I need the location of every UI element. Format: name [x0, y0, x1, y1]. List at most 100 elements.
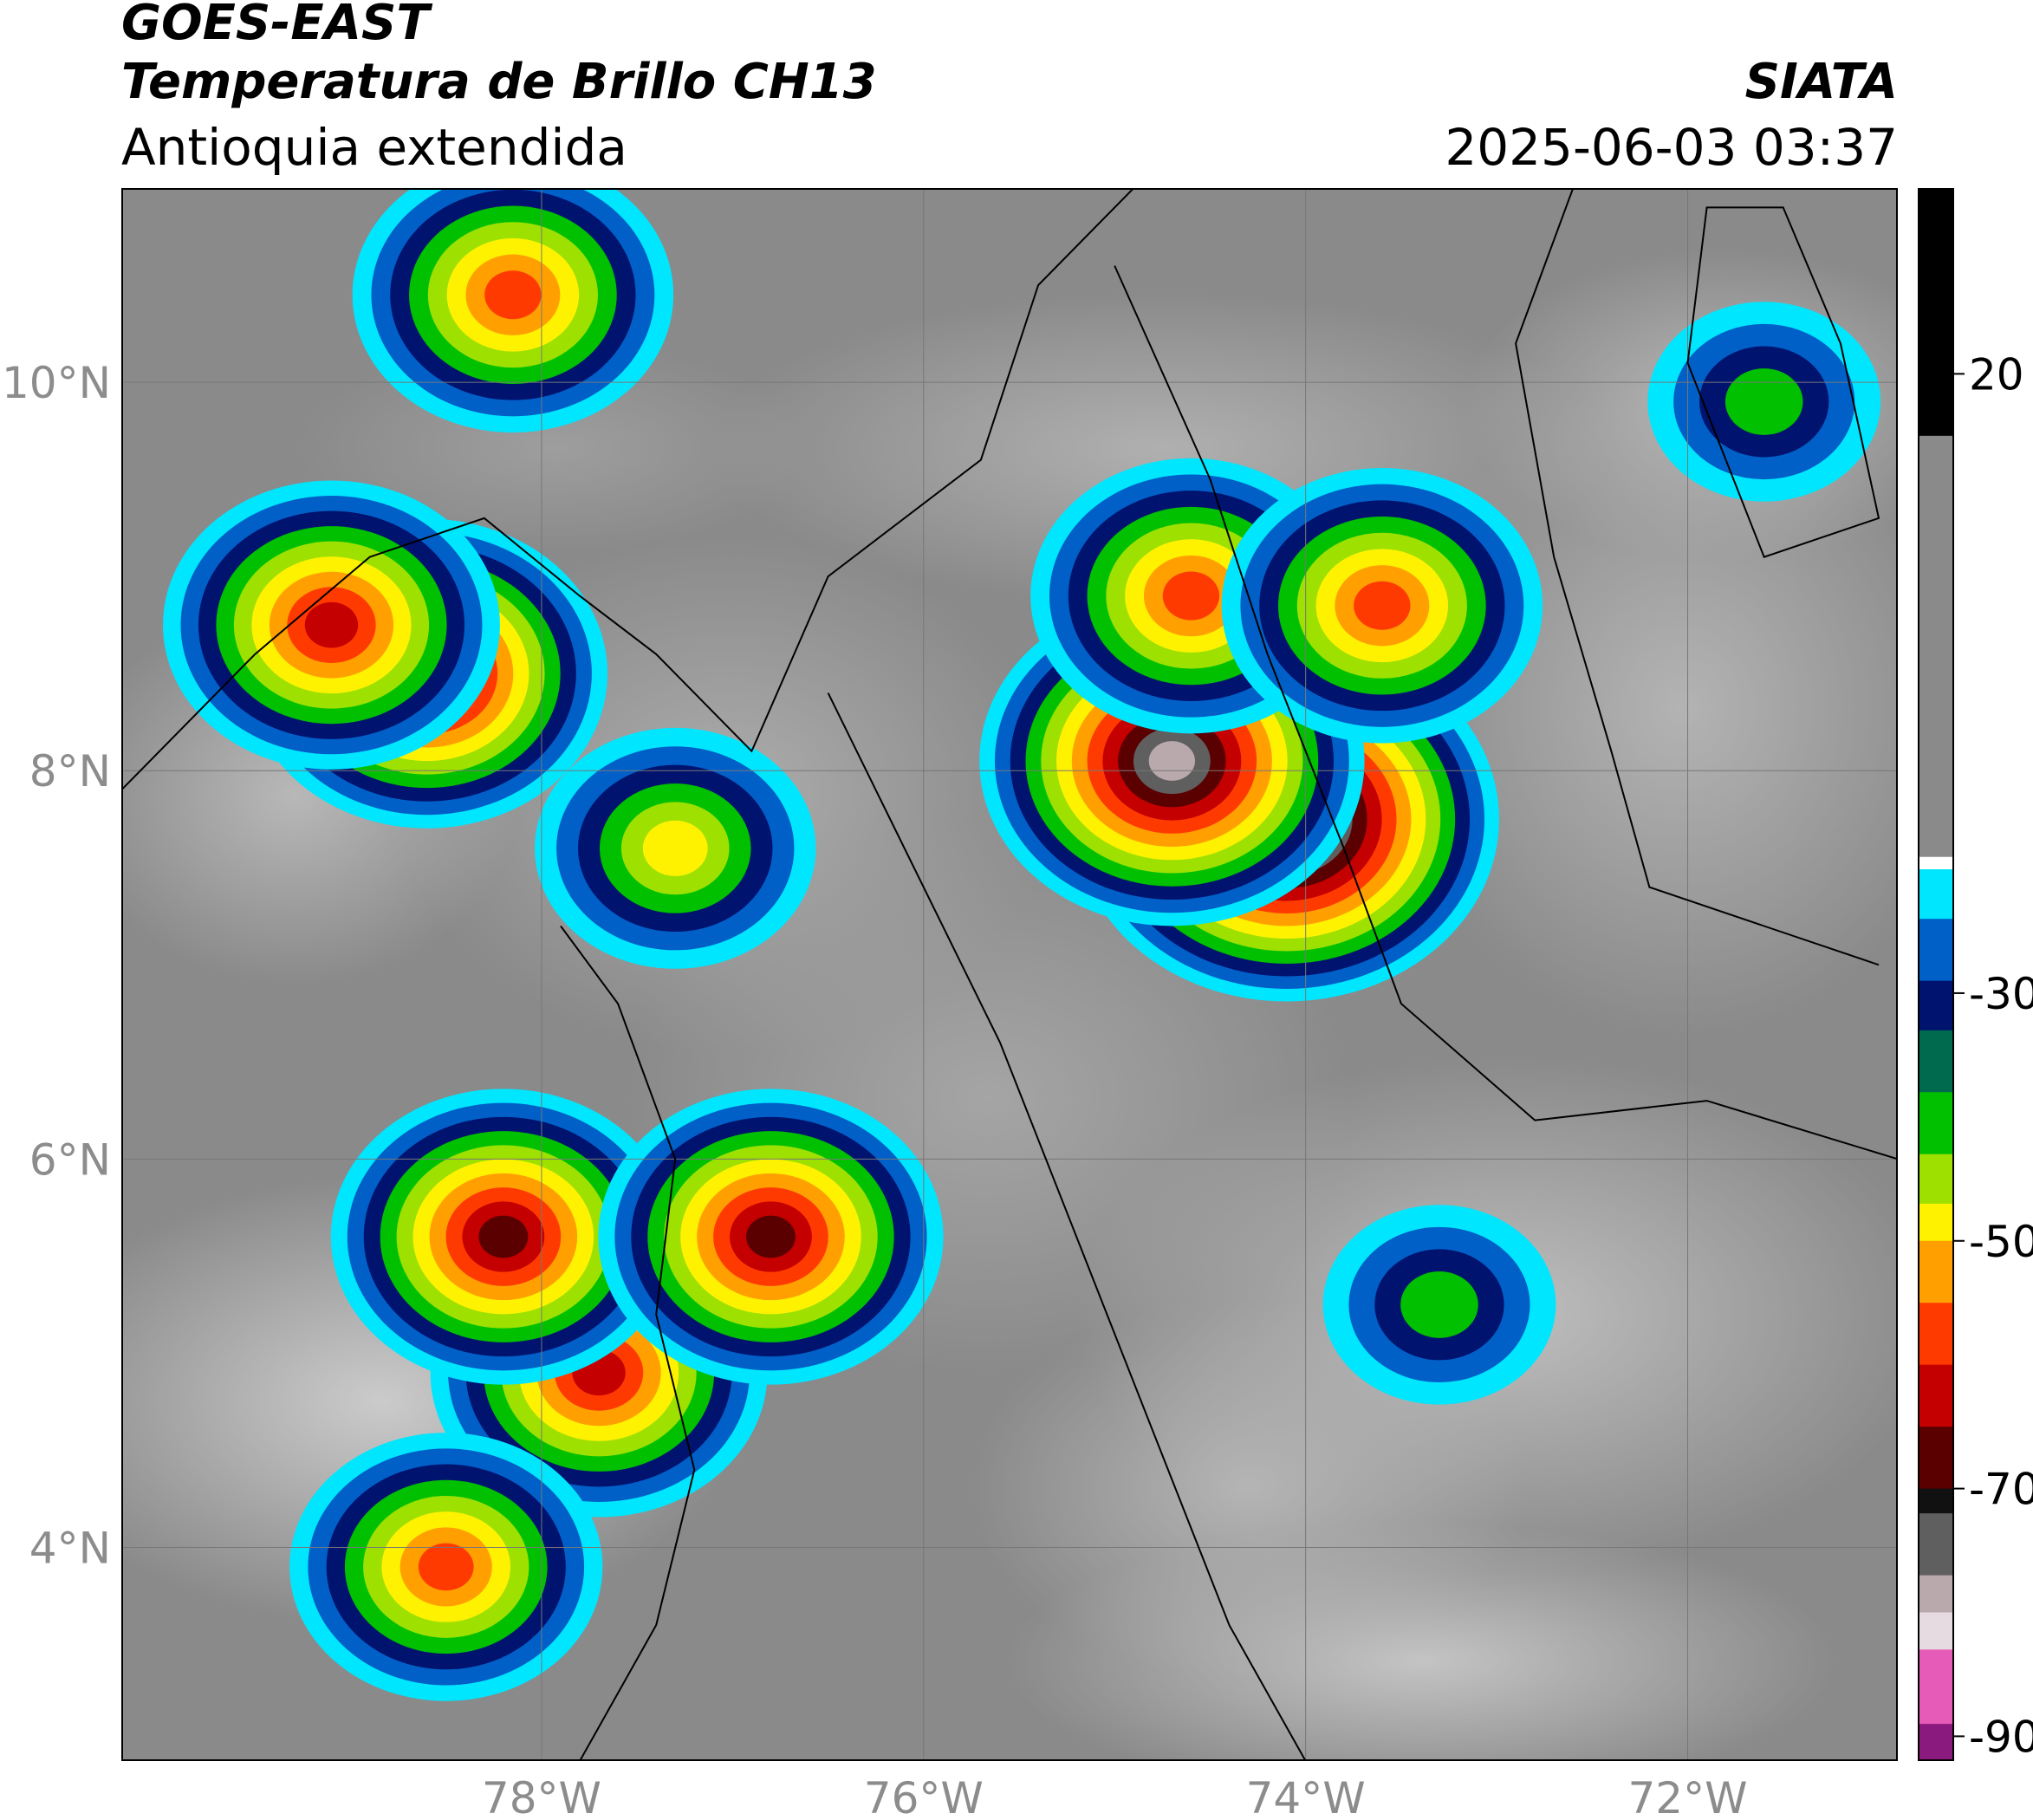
colorbar-band [1918, 484, 1954, 498]
organization-label: SIATA [1744, 54, 1898, 110]
colorbar-band [1918, 510, 1954, 523]
storm-contour-5-5 [642, 820, 708, 876]
colorbar [1918, 188, 1954, 1761]
colorbar-band [1918, 1290, 1954, 1303]
colorbar-band [1918, 1500, 1954, 1514]
colorbar-band [1918, 634, 1954, 647]
colorbar-band [1918, 1439, 1954, 1453]
colorbar-frame [1918, 188, 1954, 1761]
colorbar-band [1918, 1550, 1954, 1563]
storm-cell [598, 1089, 944, 1385]
map-panel [121, 188, 1898, 1761]
lat-tick-label: 8°N [29, 746, 111, 796]
colorbar-band [1918, 1315, 1954, 1329]
lon-tick-label: 76°W [864, 1773, 984, 1820]
colorbar-band [1918, 1575, 1954, 1589]
colorbar-band [1918, 1067, 1954, 1081]
colorbar-band [1918, 1464, 1954, 1477]
colorbar-band [1918, 1401, 1954, 1415]
colorbar-band [1918, 956, 1954, 969]
colorbar-band [1918, 1203, 1954, 1217]
colorbar-band [1918, 1216, 1954, 1230]
colorbar-tick-label: -70 [1969, 1465, 2033, 1515]
colorbar-band [1918, 1079, 1954, 1093]
colorbar-band [1918, 881, 1954, 895]
storm-cell [163, 480, 500, 770]
caribbean-coastline [121, 188, 1135, 791]
storm-cell [289, 1433, 603, 1701]
colorbar-band [1918, 782, 1954, 796]
colorbar-band [1918, 1253, 1954, 1266]
title-goes-east: GOES-EAST [121, 0, 430, 51]
colorbar-band [1918, 361, 1954, 374]
colorbar-band [1918, 299, 1954, 313]
colorbar-band [1918, 856, 1954, 870]
colorbar-band [1918, 832, 1954, 846]
colorbar-band [1918, 250, 1954, 263]
lon-tick-label: 78°W [482, 1773, 601, 1820]
colorbar-band [1918, 1055, 1954, 1069]
colorbar-band [1918, 535, 1954, 549]
colorbar-band [1918, 423, 1954, 437]
colorbar-band [1918, 1525, 1954, 1539]
colorbar-band [1918, 1711, 1954, 1725]
colorbar-band [1918, 1736, 1954, 1750]
colorbar-band [1918, 1167, 1954, 1180]
colorbar-band [1918, 1240, 1954, 1254]
colorbar-band [1918, 584, 1954, 598]
colorbar-band [1918, 559, 1954, 573]
lake-maracaibo [1686, 206, 1880, 558]
colorbar-band [1918, 1563, 1954, 1576]
colorbar-tick-label: 20 [1969, 349, 2024, 400]
colorbar-band [1918, 348, 1954, 362]
colorbar-band [1918, 398, 1954, 412]
storm-cell [1322, 1205, 1556, 1405]
colorbar-band [1918, 411, 1954, 425]
colorbar-band [1918, 200, 1954, 214]
colorbar-band [1918, 460, 1954, 474]
colorbar-band [1918, 683, 1954, 697]
colorbar-band [1918, 311, 1954, 325]
colorbar-band [1918, 745, 1954, 759]
colorbar-band [1918, 1043, 1954, 1056]
storm-contour-10-7 [1162, 571, 1220, 621]
colorbar-band [1918, 374, 1954, 387]
colorbar-band [1918, 968, 1954, 982]
colorbar-band [1918, 708, 1954, 722]
colorbar-band [1918, 1364, 1954, 1378]
lat-tick-label: 6°N [29, 1134, 111, 1185]
storm-contour-9-7 [418, 1543, 474, 1591]
colorbar-band [1918, 869, 1954, 882]
datetime-label: 2025-06-03 03:37 [1445, 118, 1898, 177]
colorbar-band [1918, 807, 1954, 821]
colorbar-band [1918, 262, 1954, 276]
colorbar-band [1918, 1327, 1954, 1341]
storm-cell [1647, 302, 1881, 502]
colorbar-band [1918, 1674, 1954, 1687]
colorbar-band [1918, 1030, 1954, 1043]
brightness-temperature-map [121, 188, 1898, 1761]
colorbar-band [1918, 1017, 1954, 1031]
colorbar-tick-label: -90 [1969, 1712, 2033, 1762]
storm-contour-4-8 [304, 601, 359, 648]
colorbar-band [1918, 1179, 1954, 1193]
colorbar-band [1918, 1265, 1954, 1279]
colorbar-band [1918, 646, 1954, 660]
colorbar-band [1918, 621, 1954, 635]
colorbar-band [1918, 1340, 1954, 1353]
colorbar-band [1918, 819, 1954, 833]
colorbar-band [1918, 1600, 1954, 1614]
pacific-coastline [560, 925, 696, 1761]
colorbar-band [1918, 732, 1954, 746]
colorbar-band [1918, 1537, 1954, 1551]
colorbar-band [1918, 770, 1954, 783]
gridlines [121, 188, 1898, 1761]
colorbar-band [1918, 275, 1954, 288]
lon-tick-label: 74°W [1246, 1773, 1366, 1820]
colorbar-band [1918, 547, 1954, 561]
colorbar-band [1918, 894, 1954, 907]
colorbar-band [1918, 1748, 1954, 1761]
storm-contour-12-3 [1400, 1271, 1478, 1338]
colorbar-band [1918, 1191, 1954, 1205]
colorbar-band [1918, 931, 1954, 945]
